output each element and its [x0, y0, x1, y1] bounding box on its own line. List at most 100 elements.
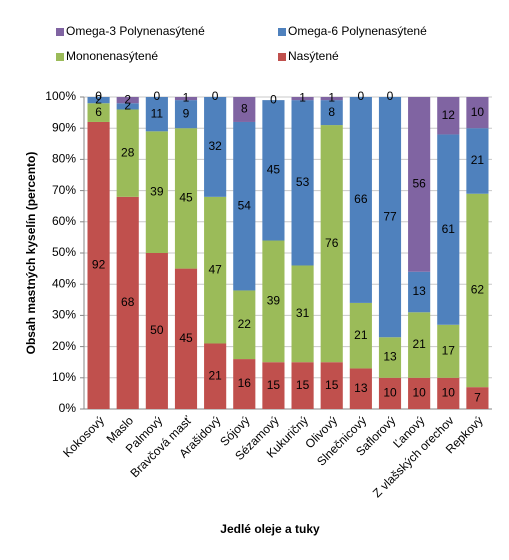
data-label: 10 [412, 386, 426, 400]
data-label: 11 [151, 106, 164, 120]
bar-segment [87, 121, 110, 410]
bar-segment [87, 103, 110, 122]
bar-segment [408, 97, 431, 272]
bar-segment [437, 134, 460, 325]
bar-segment [466, 128, 489, 194]
bar-segment [262, 240, 285, 363]
data-label: 13 [354, 381, 368, 395]
data-label: 7 [474, 390, 481, 404]
y-tick-label: 40% [52, 276, 76, 290]
data-label: 6 [95, 105, 102, 119]
bar-segment [233, 121, 256, 291]
data-label: 39 [267, 294, 281, 308]
data-label: 62 [471, 283, 485, 297]
bar-segment [116, 97, 139, 104]
x-tick-label: Kokosový [60, 413, 107, 460]
y-tick-label: 60% [52, 214, 76, 228]
bar-segment [174, 128, 198, 269]
data-label: 1 [299, 91, 306, 105]
data-label: 21 [208, 368, 222, 382]
data-label: 15 [296, 378, 310, 392]
legend-swatch [278, 28, 286, 36]
data-label: 1 [183, 91, 190, 105]
data-label: 0 [387, 89, 394, 103]
y-tick-label: 0% [59, 401, 77, 415]
data-label: 8 [328, 105, 335, 119]
bar-segment [262, 100, 285, 241]
bar-segment [204, 97, 227, 197]
legend-label: Mononenasýtené [66, 49, 158, 63]
bar-segment [466, 97, 489, 129]
bar-segment [466, 193, 489, 388]
data-label: 21 [471, 153, 485, 167]
bar-segment [349, 302, 372, 369]
data-label: 61 [442, 222, 456, 236]
data-label: 76 [325, 236, 339, 250]
bar-segment [437, 324, 460, 378]
y-tick-label: 50% [52, 245, 76, 259]
data-label: 0 [270, 92, 277, 106]
bar-segment [116, 103, 139, 110]
data-label: 56 [412, 177, 426, 191]
data-label: 21 [354, 328, 368, 342]
y-axis-title: Obsah mastných kyselín (percento) [24, 152, 38, 355]
bar-segment [320, 100, 343, 126]
data-label: 8 [241, 102, 248, 116]
bar-segment [437, 97, 460, 135]
bar-segment [233, 97, 256, 122]
y-tick-label: 100% [45, 89, 76, 103]
data-label: 0 [212, 89, 219, 103]
data-label: 17 [442, 343, 456, 357]
bar-segment [291, 100, 314, 266]
bar-segment [408, 271, 431, 313]
legend-label: Omega-3 Polynenasýtené [66, 24, 205, 38]
data-label: 0 [154, 89, 161, 103]
y-tick-label: 90% [52, 120, 76, 134]
data-label: 32 [208, 139, 222, 153]
data-label: 12 [442, 108, 456, 122]
data-label: 21 [412, 337, 426, 351]
data-label: 28 [121, 145, 135, 159]
data-label: 15 [267, 378, 281, 392]
data-label: 10 [471, 105, 485, 119]
data-label: 68 [121, 295, 135, 309]
data-label: 13 [412, 284, 426, 298]
bar-segment [320, 97, 343, 101]
legend-label: Omega-6 Polynenasýtené [288, 24, 427, 38]
bar-segment [145, 97, 168, 132]
data-label: 47 [208, 262, 222, 276]
data-label: 2 [95, 92, 102, 106]
data-label: 92 [92, 258, 106, 272]
x-axis-title: Jedlé oleje a tuky [220, 522, 320, 536]
bar-segment [174, 97, 198, 101]
y-tick-label: 30% [52, 308, 76, 322]
data-label: 2 [124, 99, 131, 113]
data-label: 50 [150, 323, 164, 337]
legend-swatch [56, 53, 64, 61]
bar-segment [437, 377, 460, 409]
bar-segment [145, 131, 168, 253]
bar-segment [116, 196, 139, 409]
bar-segment [174, 100, 198, 129]
bar-segment [233, 359, 256, 409]
bar-segment [320, 125, 343, 363]
bar-segment [320, 362, 343, 409]
bar-segment [87, 97, 110, 104]
bar-segment [174, 268, 198, 409]
bar-segment [378, 377, 402, 409]
bar-segment [378, 97, 402, 338]
data-label: 53 [296, 175, 310, 189]
bar-segment [349, 368, 372, 409]
bar-segment [408, 377, 431, 409]
bar-segment [291, 265, 314, 363]
data-label: 2 [124, 92, 131, 106]
bar-segment [466, 387, 489, 409]
bar-segment [233, 290, 256, 360]
data-label: 66 [354, 192, 368, 206]
legend-swatch [56, 28, 64, 36]
data-label: 45 [179, 191, 193, 205]
data-label: 22 [238, 317, 252, 331]
y-tick-label: 10% [52, 370, 76, 384]
y-tick-label: 80% [52, 152, 76, 166]
